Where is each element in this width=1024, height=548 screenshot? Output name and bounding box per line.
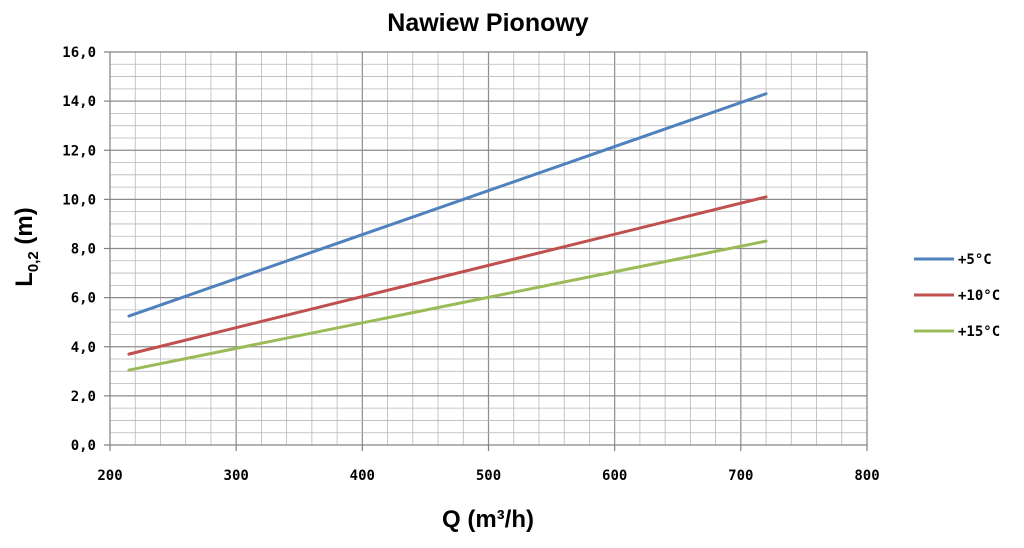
y-axis-title: L0,2 (m): [11, 207, 42, 287]
x-tick-label: 300: [224, 468, 249, 484]
legend-label: +5°C: [958, 252, 992, 268]
y-tick-label: 0,0: [71, 438, 96, 454]
y-axis-title-sub: 0,2: [25, 251, 42, 272]
x-tick-label: 400: [350, 468, 375, 484]
series-line-3: [127, 239, 768, 372]
y-tick-label: 6,0: [71, 291, 96, 307]
x-tick-label: 600: [602, 468, 627, 484]
x-axis-ticks: 200 300 400 500 600 700 800: [97, 445, 880, 484]
x-tick-label: 200: [97, 468, 122, 484]
y-tick-label: 4,0: [71, 340, 96, 356]
y-axis-title-suffix: (m): [11, 207, 38, 251]
grid: [109, 51, 868, 446]
series-lines: [127, 92, 768, 372]
y-tick-label: 8,0: [71, 242, 96, 258]
chart-title: Nawiew Pionowy: [387, 9, 589, 37]
legend-label: +15°C: [958, 324, 1000, 340]
legend: +5°C +10°C +15°C: [914, 252, 1000, 340]
series-line-1: [127, 92, 768, 318]
series-line-2: [127, 195, 768, 356]
x-axis-title: Q (m³/h): [442, 506, 534, 533]
x-tick-label: 700: [728, 468, 753, 484]
y-axis-title-main: L: [11, 272, 38, 287]
y-tick-label: 10,0: [62, 192, 96, 208]
y-tick-label: 12,0: [62, 143, 96, 159]
x-tick-label: 800: [854, 468, 879, 484]
y-tick-label: 14,0: [62, 94, 96, 110]
legend-label: +10°C: [958, 288, 1000, 304]
y-tick-label: 16,0: [62, 45, 96, 61]
x-tick-label: 500: [476, 468, 501, 484]
y-tick-label: 2,0: [71, 389, 96, 405]
y-axis-ticks: 0,0 2,0 4,0 6,0 8,0 10,0 12,0 14,0 16,0: [62, 45, 110, 454]
